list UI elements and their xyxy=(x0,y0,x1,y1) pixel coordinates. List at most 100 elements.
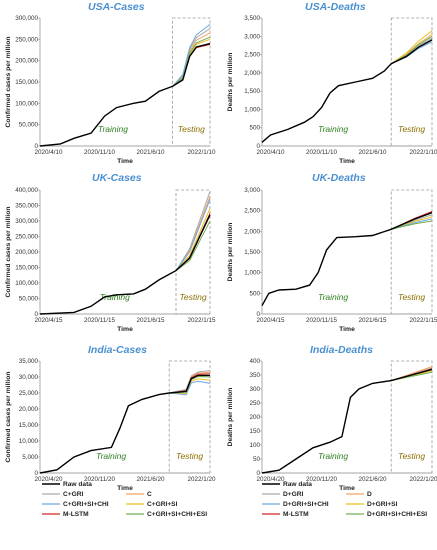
chart-title: UK-Cases xyxy=(92,172,142,184)
y-tick-label: 2,500 xyxy=(244,208,260,215)
legend-label: D+GRI+SI xyxy=(367,501,398,508)
legend-deaths: Raw data D D+GRI D+GRI+SI D+GRI+SI+CHI D+GRI+… xyxy=(262,481,427,518)
x-tick-label: 2020/4/20 xyxy=(256,476,285,483)
y-tick-label: 2,000 xyxy=(244,70,260,77)
y-tick-label: 100 xyxy=(249,442,260,449)
series-line-raw-data xyxy=(39,214,211,315)
legend-label: D xyxy=(367,491,372,498)
series-line-m5 xyxy=(172,36,211,87)
y-tick-label: 500 xyxy=(249,125,260,132)
y-tick-label: 20,000 xyxy=(19,406,39,413)
series-line-m5 xyxy=(391,220,433,230)
x-axis-label: Time xyxy=(117,485,133,492)
chart-uk-deaths: UK-Deaths 0 500 1,000 1,500 2,000 2,500 3,000 20… xyxy=(227,172,437,333)
y-tick-label: 50,000 xyxy=(19,122,39,129)
testing-annotation: Testing xyxy=(398,451,425,461)
y-tick-label: 50,000 xyxy=(19,296,39,303)
chart-usa-cases: USA-Cases 0 50,000 100,000 150,000 200,000 250… xyxy=(5,1,216,165)
x-tick-label: 2022/1/15 xyxy=(409,317,437,324)
x-tick-label: 2020/4/15 xyxy=(34,317,63,324)
x-tick-label: 2021/6/15 xyxy=(136,317,165,324)
x-axis-label: Time xyxy=(117,326,133,333)
y-axis-label: Confirmed cases per million xyxy=(5,371,12,462)
x-tick-label: 2020/4/20 xyxy=(34,476,63,483)
series-line-m2 xyxy=(172,28,211,87)
x-tick-label: 2020/11/10 xyxy=(306,149,338,156)
legend-label: D+GRI xyxy=(283,491,304,498)
x-tick-label: 2020/4/15 xyxy=(256,317,285,324)
training-annotation: Training xyxy=(318,292,348,302)
training-annotation: Training xyxy=(98,124,128,134)
x-tick-label: 2022/1/20 xyxy=(409,476,437,483)
y-axis-label: Deaths per million xyxy=(227,53,234,112)
chart-uk-cases: UK-Cases 0 50,000 100,000 150,000 200,000 250,… xyxy=(5,172,216,333)
y-tick-label: 150,000 xyxy=(15,79,38,86)
y-tick-label: 250,000 xyxy=(15,36,38,43)
x-tick-label: 2021/6/20 xyxy=(136,476,165,483)
x-tick-label: 2020/11/15 xyxy=(84,317,116,324)
legend-cases: Raw data C C+GRI C+GRI+SI C+GRI+SI+CHI C+GRI+… xyxy=(42,481,207,518)
x-tick-label: 2020/11/15 xyxy=(306,317,338,324)
y-tick-label: 0 xyxy=(34,143,38,150)
testing-annotation: Testing xyxy=(179,292,206,302)
y-tick-label: 1,000 xyxy=(244,106,260,113)
y-tick-label: 50 xyxy=(253,456,261,463)
testing-annotation: Testing xyxy=(398,124,425,134)
x-tick-label: 2021/6/15 xyxy=(358,317,387,324)
series-line-m1 xyxy=(172,32,211,87)
x-tick-label: 2021/6/10 xyxy=(358,149,387,156)
series-line-m3 xyxy=(169,378,211,394)
y-tick-label: 3,000 xyxy=(244,187,260,194)
x-tick-label: 2021/6/10 xyxy=(136,149,165,156)
series-line-m2 xyxy=(175,191,211,271)
y-tick-label: 0 xyxy=(34,311,38,318)
testing-region-box xyxy=(390,17,433,147)
legend-label: Raw data xyxy=(283,481,312,488)
x-tick-label: 2022/1/10 xyxy=(409,149,437,156)
legend-label: Raw data xyxy=(63,481,92,488)
y-tick-label: 300 xyxy=(249,386,260,393)
x-tick-label: 2020/4/10 xyxy=(256,149,285,156)
y-tick-label: 200 xyxy=(249,414,260,421)
testing-region-box xyxy=(168,360,211,474)
x-tick-label: 2022/1/20 xyxy=(187,476,216,483)
y-tick-label: 2,500 xyxy=(244,52,260,59)
y-tick-label: 1,500 xyxy=(244,249,260,256)
y-tick-label: 5,000 xyxy=(22,454,38,461)
y-tick-label: 0 xyxy=(34,470,38,477)
x-tick-label: 2021/6/20 xyxy=(358,476,387,483)
chart-usa-deaths: USA-Deaths 0 500 1,000 1,500 2,000 2,500 3,000 3… xyxy=(227,1,437,165)
series-line-m4 xyxy=(169,380,211,396)
y-tick-label: 10,000 xyxy=(19,438,39,445)
y-tick-label: 150 xyxy=(249,428,260,435)
testing-annotation: Testing xyxy=(178,124,205,134)
legend-label: C+GRI+SI+CHI+ESI xyxy=(147,511,207,518)
chart-title: India-Cases xyxy=(88,344,147,356)
y-axis-label: Deaths per million xyxy=(227,223,234,282)
x-axis-label: Time xyxy=(339,158,355,165)
testing-annotation: Testing xyxy=(176,451,203,461)
series-line-raw-data xyxy=(39,42,211,147)
y-tick-label: 15,000 xyxy=(19,422,39,429)
y-tick-label: 100,000 xyxy=(15,100,38,107)
y-axis-label: Confirmed cases per million xyxy=(5,36,12,127)
chart-title: India-Deaths xyxy=(310,344,373,356)
training-annotation: Training xyxy=(96,451,126,461)
y-tick-label: 350 xyxy=(249,372,260,379)
y-tick-label: 1,000 xyxy=(244,270,260,277)
testing-region-box xyxy=(390,360,433,474)
x-tick-label: 2022/1/15 xyxy=(187,317,216,324)
series-line-m3 xyxy=(390,30,433,65)
legend-label: C+GRI+SI+CHI xyxy=(63,501,109,508)
legend-label: D+GRI+SI+CHI+ESI xyxy=(367,511,427,518)
legend-label: D+GRI+SI+CHI xyxy=(283,501,329,508)
legend-label: M-LSTM xyxy=(63,511,89,518)
y-tick-label: 200,000 xyxy=(15,58,38,65)
x-axis-label: Time xyxy=(339,485,355,492)
chart-title: USA-Cases xyxy=(88,1,145,13)
training-annotation: Training xyxy=(100,292,130,302)
series-line-m2 xyxy=(169,370,211,394)
y-tick-label: 3,500 xyxy=(244,15,260,22)
y-tick-label: 150,000 xyxy=(15,265,38,272)
